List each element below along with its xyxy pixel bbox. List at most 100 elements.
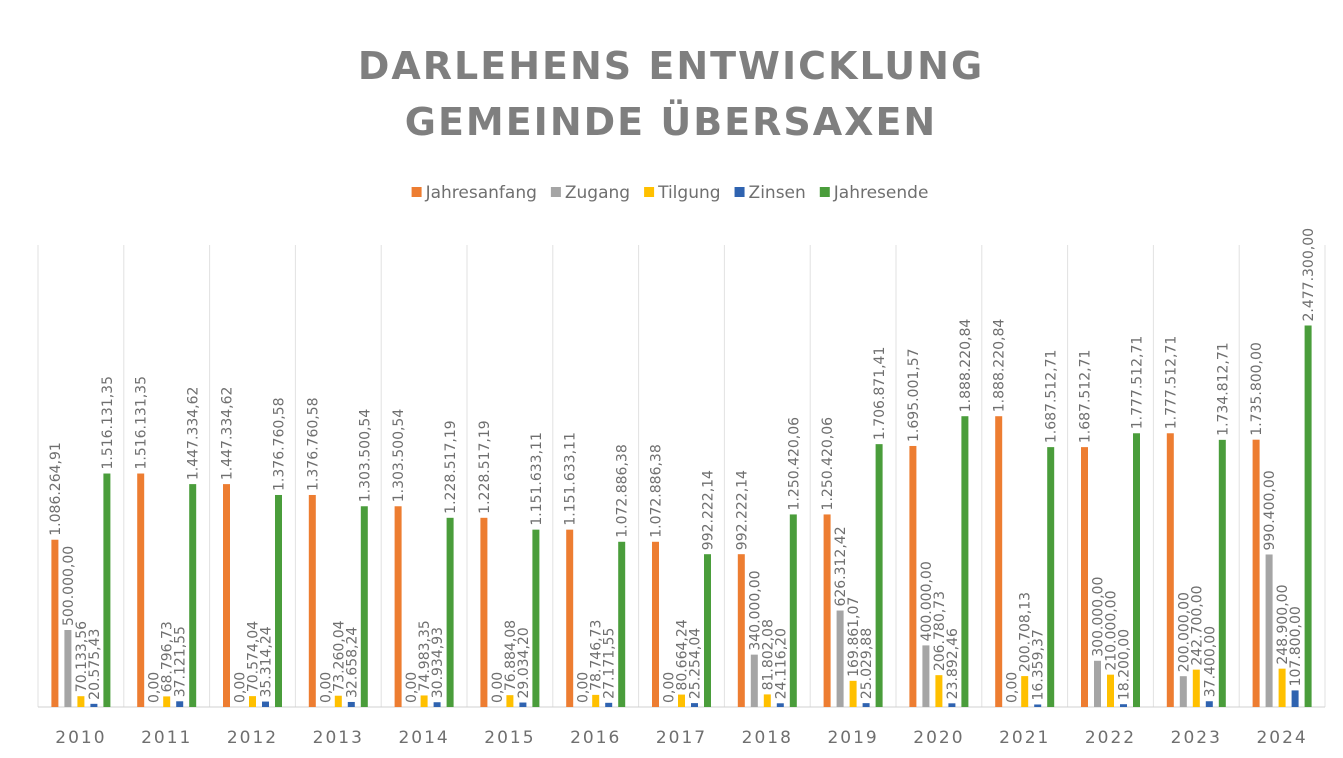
data-label: 1.086.264,91 [48,442,64,536]
bar [532,529,540,707]
data-label: 32.658,24 [344,627,360,698]
bar [1107,674,1114,707]
bar [1081,447,1088,707]
data-label: 76.884,08 [503,620,519,691]
bar [1205,701,1213,707]
bar [249,696,256,707]
data-label: 169.861,07 [846,597,862,677]
data-label: 37.121,55 [173,626,189,697]
chart-title: DARLEHENS ENTWICKLUNG GEMEINDE ÜBERSAXEN [357,44,985,144]
bar [137,473,145,707]
x-tick-label: 2014 [398,728,449,748]
bar [90,703,98,707]
data-label: 1.303.500,54 [357,409,373,503]
data-label: 1.303.500,54 [391,409,407,503]
bar [592,694,600,707]
x-tick-label: 2024 [1256,728,1307,748]
bar [750,654,758,707]
bar [1166,433,1174,707]
bar [64,630,72,707]
data-label: 1.888.220,84 [958,319,974,413]
data-label: 107.800,00 [1288,606,1304,686]
data-label: 73.260,04 [331,620,347,691]
bar [51,539,59,707]
data-label: 990.400,00 [1262,470,1278,550]
data-label: 1.228.517,19 [477,420,493,514]
bar [909,445,917,707]
data-label: 0,00 [404,672,420,703]
bar [935,675,943,707]
data-label: 0,00 [318,672,334,703]
data-label: 0,00 [662,672,678,703]
data-label: 81.802,08 [760,619,776,690]
bar [519,702,527,707]
bar [823,514,831,707]
legend-swatch [734,187,745,197]
data-label: 1.687.512,71 [1078,350,1094,444]
data-label: 0,00 [576,672,592,703]
bar [789,514,797,707]
data-label: 500.000,00 [61,546,77,626]
data-label: 1.151.633,11 [563,432,579,526]
bar [1021,676,1029,707]
bar [433,702,441,707]
bar [704,554,711,707]
data-label: 210.000,00 [1104,590,1120,670]
bar [605,702,613,707]
legend-label: Zinsen [749,183,806,203]
bar [347,701,355,707]
data-label: 1.250.420,06 [786,417,802,511]
data-label: 0,00 [1005,672,1021,703]
bar [1265,554,1273,707]
bar [506,695,514,707]
data-label: 16.359,37 [1031,629,1047,700]
bar [1304,325,1312,707]
data-label: 24.116,20 [773,628,789,699]
bar [652,541,659,707]
data-label: 1.516.131,35 [134,376,150,470]
legend-label: Tilgung [657,183,720,203]
bar [922,645,930,707]
bar [1192,669,1200,707]
data-label: 1.734.812,71 [1215,342,1231,436]
legend-swatch [644,187,655,197]
data-label: 1.735.800,00 [1249,342,1265,436]
bar [1034,704,1042,707]
bar [618,541,626,707]
bar [836,610,844,707]
x-tick-label: 2018 [742,728,793,748]
data-label: 400.000,00 [919,561,935,641]
bar [1278,668,1286,707]
x-tick-label: 2017 [656,728,707,748]
bar [163,696,171,707]
data-label: 0,00 [147,672,163,703]
bar [480,517,488,707]
data-label: 30.934,93 [430,627,446,698]
data-label: 1.250.420,06 [820,417,836,511]
data-label: 248.900,00 [1275,584,1291,664]
bar [948,703,956,707]
data-label: 27.171,55 [602,628,618,699]
legend-label: Jahresanfang [425,183,537,203]
bar [737,554,745,707]
data-label: 1.516.131,35 [100,376,116,470]
legend-swatch [819,187,830,197]
bar [223,484,230,707]
data-label: 1.447.334,62 [186,387,202,481]
bar [308,494,316,707]
data-label: 206.780,73 [932,591,948,671]
x-tick-label: 2019 [827,728,878,748]
data-label: 200.708,13 [1018,592,1034,672]
data-label: 1.376.760,58 [305,397,321,491]
legend-swatch [411,187,422,197]
x-tick-label: 2021 [999,728,1050,748]
legend-label: Zugang [565,183,630,203]
x-tick-label: 2022 [1085,728,1136,748]
data-label: 1.447.334,62 [220,387,236,481]
bar [691,703,698,707]
bar [420,695,428,707]
x-tick-label: 2012 [227,728,278,748]
bar [189,484,197,707]
